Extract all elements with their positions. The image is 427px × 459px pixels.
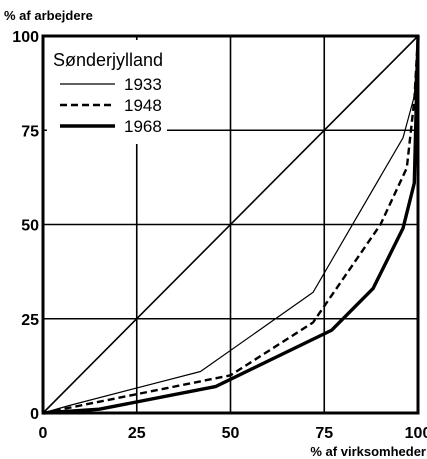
y-tick-label: 100 [12, 29, 39, 46]
y-ticks: 0 25 50 75 100 [12, 29, 39, 423]
legend-label-1948: 1948 [124, 96, 162, 115]
series-group [42, 35, 420, 415]
legend-title: Sønderjylland [53, 50, 163, 70]
legend: Sønderjylland 1933 1948 1968 [47, 40, 167, 144]
plot-frame [41, 34, 420, 415]
y-tick-label: 50 [21, 218, 39, 235]
x-tick-label: 0 [39, 425, 48, 442]
equality-line [42, 35, 419, 414]
x-tick-label: 100 [405, 425, 427, 442]
y-tick-label: 25 [21, 312, 39, 329]
y-axis-title: % af arbejdere [4, 8, 93, 23]
x-axis-title: % af virksomheder [310, 444, 426, 459]
y-tick-label: 75 [21, 123, 39, 140]
x-tick-label: 75 [315, 425, 333, 442]
y-tick-label: 0 [30, 406, 39, 423]
legend-items: 1933 1948 1968 [60, 75, 162, 136]
legend-label-1968: 1968 [124, 117, 162, 136]
x-tick-label: 25 [128, 425, 146, 442]
legend-label-1933: 1933 [124, 75, 162, 94]
series-line-1968 [42, 35, 420, 415]
x-ticks: 0 25 50 75 100 [39, 425, 427, 442]
x-tick-label: 50 [222, 425, 240, 442]
